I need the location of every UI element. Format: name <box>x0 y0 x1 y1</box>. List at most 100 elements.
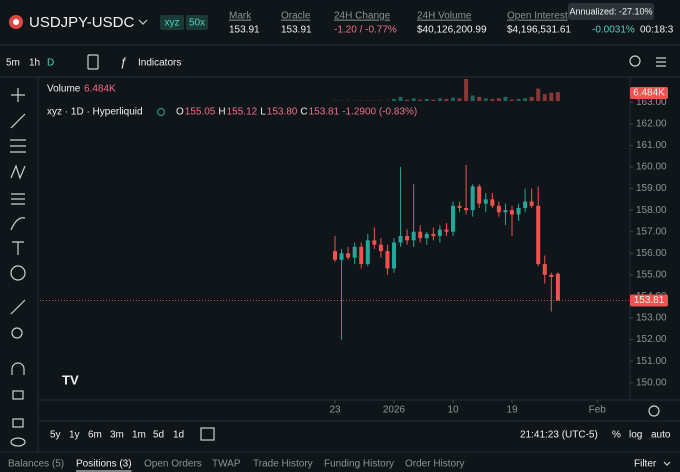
range-button[interactable]: 5d <box>153 430 164 441</box>
interval[interactable]: 1h <box>29 58 40 69</box>
scale-option[interactable]: log <box>629 430 642 441</box>
y-tick-label: 150.00 <box>636 377 667 388</box>
tooltip: Annualized: -27.10% <box>569 6 652 16</box>
tab[interactable]: Funding History <box>324 459 394 470</box>
volume-bar <box>451 97 455 101</box>
x-tick-label: 2026 <box>383 405 406 416</box>
range-button[interactable]: 1y <box>69 430 80 441</box>
projection-tool[interactable] <box>11 193 25 205</box>
indicators-button[interactable]: Indicators <box>138 58 181 69</box>
candle-body <box>490 199 495 206</box>
unlock-tool[interactable] <box>12 418 24 428</box>
candle-body <box>470 186 475 211</box>
settings-icon[interactable] <box>656 57 666 67</box>
pattern-tool[interactable] <box>10 164 26 180</box>
last-price-label: 153.81 <box>634 295 665 306</box>
fib-tool[interactable] <box>10 139 26 153</box>
candle-body <box>510 210 514 215</box>
candle-body <box>359 246 364 265</box>
symbol-chevron[interactable] <box>138 19 148 25</box>
filter-chevron[interactable] <box>663 461 671 466</box>
volume-bar <box>405 99 410 101</box>
volume-title: Volume <box>47 84 81 95</box>
candle-type-icon[interactable] <box>87 54 99 70</box>
volume-bar <box>477 96 482 101</box>
tab[interactable]: Positions (3) <box>76 459 132 470</box>
calendar-icon[interactable] <box>200 427 215 441</box>
candle-body <box>418 231 423 239</box>
y-tick-label: 157.00 <box>636 226 667 237</box>
volume-bar <box>503 96 508 101</box>
range-button[interactable]: 1m <box>132 430 146 441</box>
screenshot-icon[interactable] <box>629 55 641 67</box>
candle-body <box>365 240 370 265</box>
y-tick-label: 160.00 <box>636 162 667 173</box>
stat-label: Oracle <box>281 11 311 22</box>
magnet-tool[interactable] <box>11 362 25 375</box>
axis-settings-icon[interactable] <box>648 405 660 417</box>
candle-body <box>477 186 482 204</box>
y-tick-label: 156.00 <box>636 248 667 259</box>
ohlc-value: 155.05 <box>185 107 216 118</box>
range-button[interactable]: 3m <box>110 430 124 441</box>
candle-body <box>464 207 469 211</box>
range-button[interactable]: 6m <box>88 430 102 441</box>
emoji-tool[interactable] <box>10 265 26 281</box>
trendline-tool[interactable] <box>10 113 26 129</box>
zoom-tool[interactable] <box>11 327 23 339</box>
tab[interactable]: Open Orders <box>144 459 202 470</box>
range-button[interactable]: 1d <box>173 430 184 441</box>
y-tick-label: 158.00 <box>636 205 667 216</box>
scale-option[interactable]: auto <box>651 430 671 441</box>
symbol[interactable]: USDJPY-USDC <box>29 14 134 31</box>
filter[interactable]: Filter <box>634 459 657 470</box>
ruler-tool[interactable] <box>10 299 26 315</box>
scale-option[interactable]: % <box>612 430 621 441</box>
lock-tool[interactable] <box>12 390 24 400</box>
tab[interactable]: Order History <box>405 459 464 470</box>
indicators-icon[interactable]: ƒ <box>120 55 127 69</box>
stat-label: Open Interest <box>507 11 568 22</box>
volume-bar <box>411 98 416 101</box>
stat-label: 24H Volume <box>417 11 472 22</box>
volume-value: 6.484K <box>84 84 116 95</box>
stat-value: -1.20 / -0.77% <box>334 25 397 36</box>
x-tick-label: 10 <box>447 405 459 416</box>
stat-label: Mark <box>229 11 252 22</box>
stat-value: $40,126,200.99 <box>417 25 487 36</box>
visibility-tool[interactable] <box>10 437 26 447</box>
crosshair-tool[interactable] <box>11 88 25 102</box>
volume-bar <box>542 94 547 101</box>
volume-bar <box>392 98 396 101</box>
brush-tool[interactable] <box>10 217 26 231</box>
range-button[interactable]: 5y <box>50 430 61 441</box>
y-tick-label: 161.00 <box>636 140 667 151</box>
candle-body <box>457 205 462 208</box>
volume-bar <box>424 98 429 101</box>
volume-bar <box>470 95 475 101</box>
tab[interactable]: Trade History <box>253 459 313 470</box>
volume-bar <box>398 96 403 101</box>
text-tool[interactable] <box>12 241 24 255</box>
badge: 50x <box>189 18 205 29</box>
volume-bar <box>523 98 528 101</box>
tab[interactable]: Balances (5) <box>8 459 64 470</box>
candle-body <box>405 236 410 241</box>
interval[interactable]: D <box>47 58 54 69</box>
candle-body <box>523 201 528 208</box>
candle-body <box>529 201 534 206</box>
volume-bar <box>536 88 541 101</box>
tooltip-bg <box>568 3 654 20</box>
volume-bar <box>549 92 554 101</box>
tab[interactable]: TWAP <box>212 459 241 470</box>
volume-bar <box>418 99 423 101</box>
funding-rate: -0.0031% <box>592 25 635 36</box>
y-tick-label: 162.00 <box>636 118 667 129</box>
y-tick-label: 151.00 <box>636 356 667 367</box>
ohlc-key: C <box>300 107 307 118</box>
volume-axis-label: 6.484K <box>633 88 665 99</box>
interval[interactable]: 5m <box>6 58 20 69</box>
y-tick-label: 159.00 <box>636 183 667 194</box>
candle-body <box>411 231 416 241</box>
